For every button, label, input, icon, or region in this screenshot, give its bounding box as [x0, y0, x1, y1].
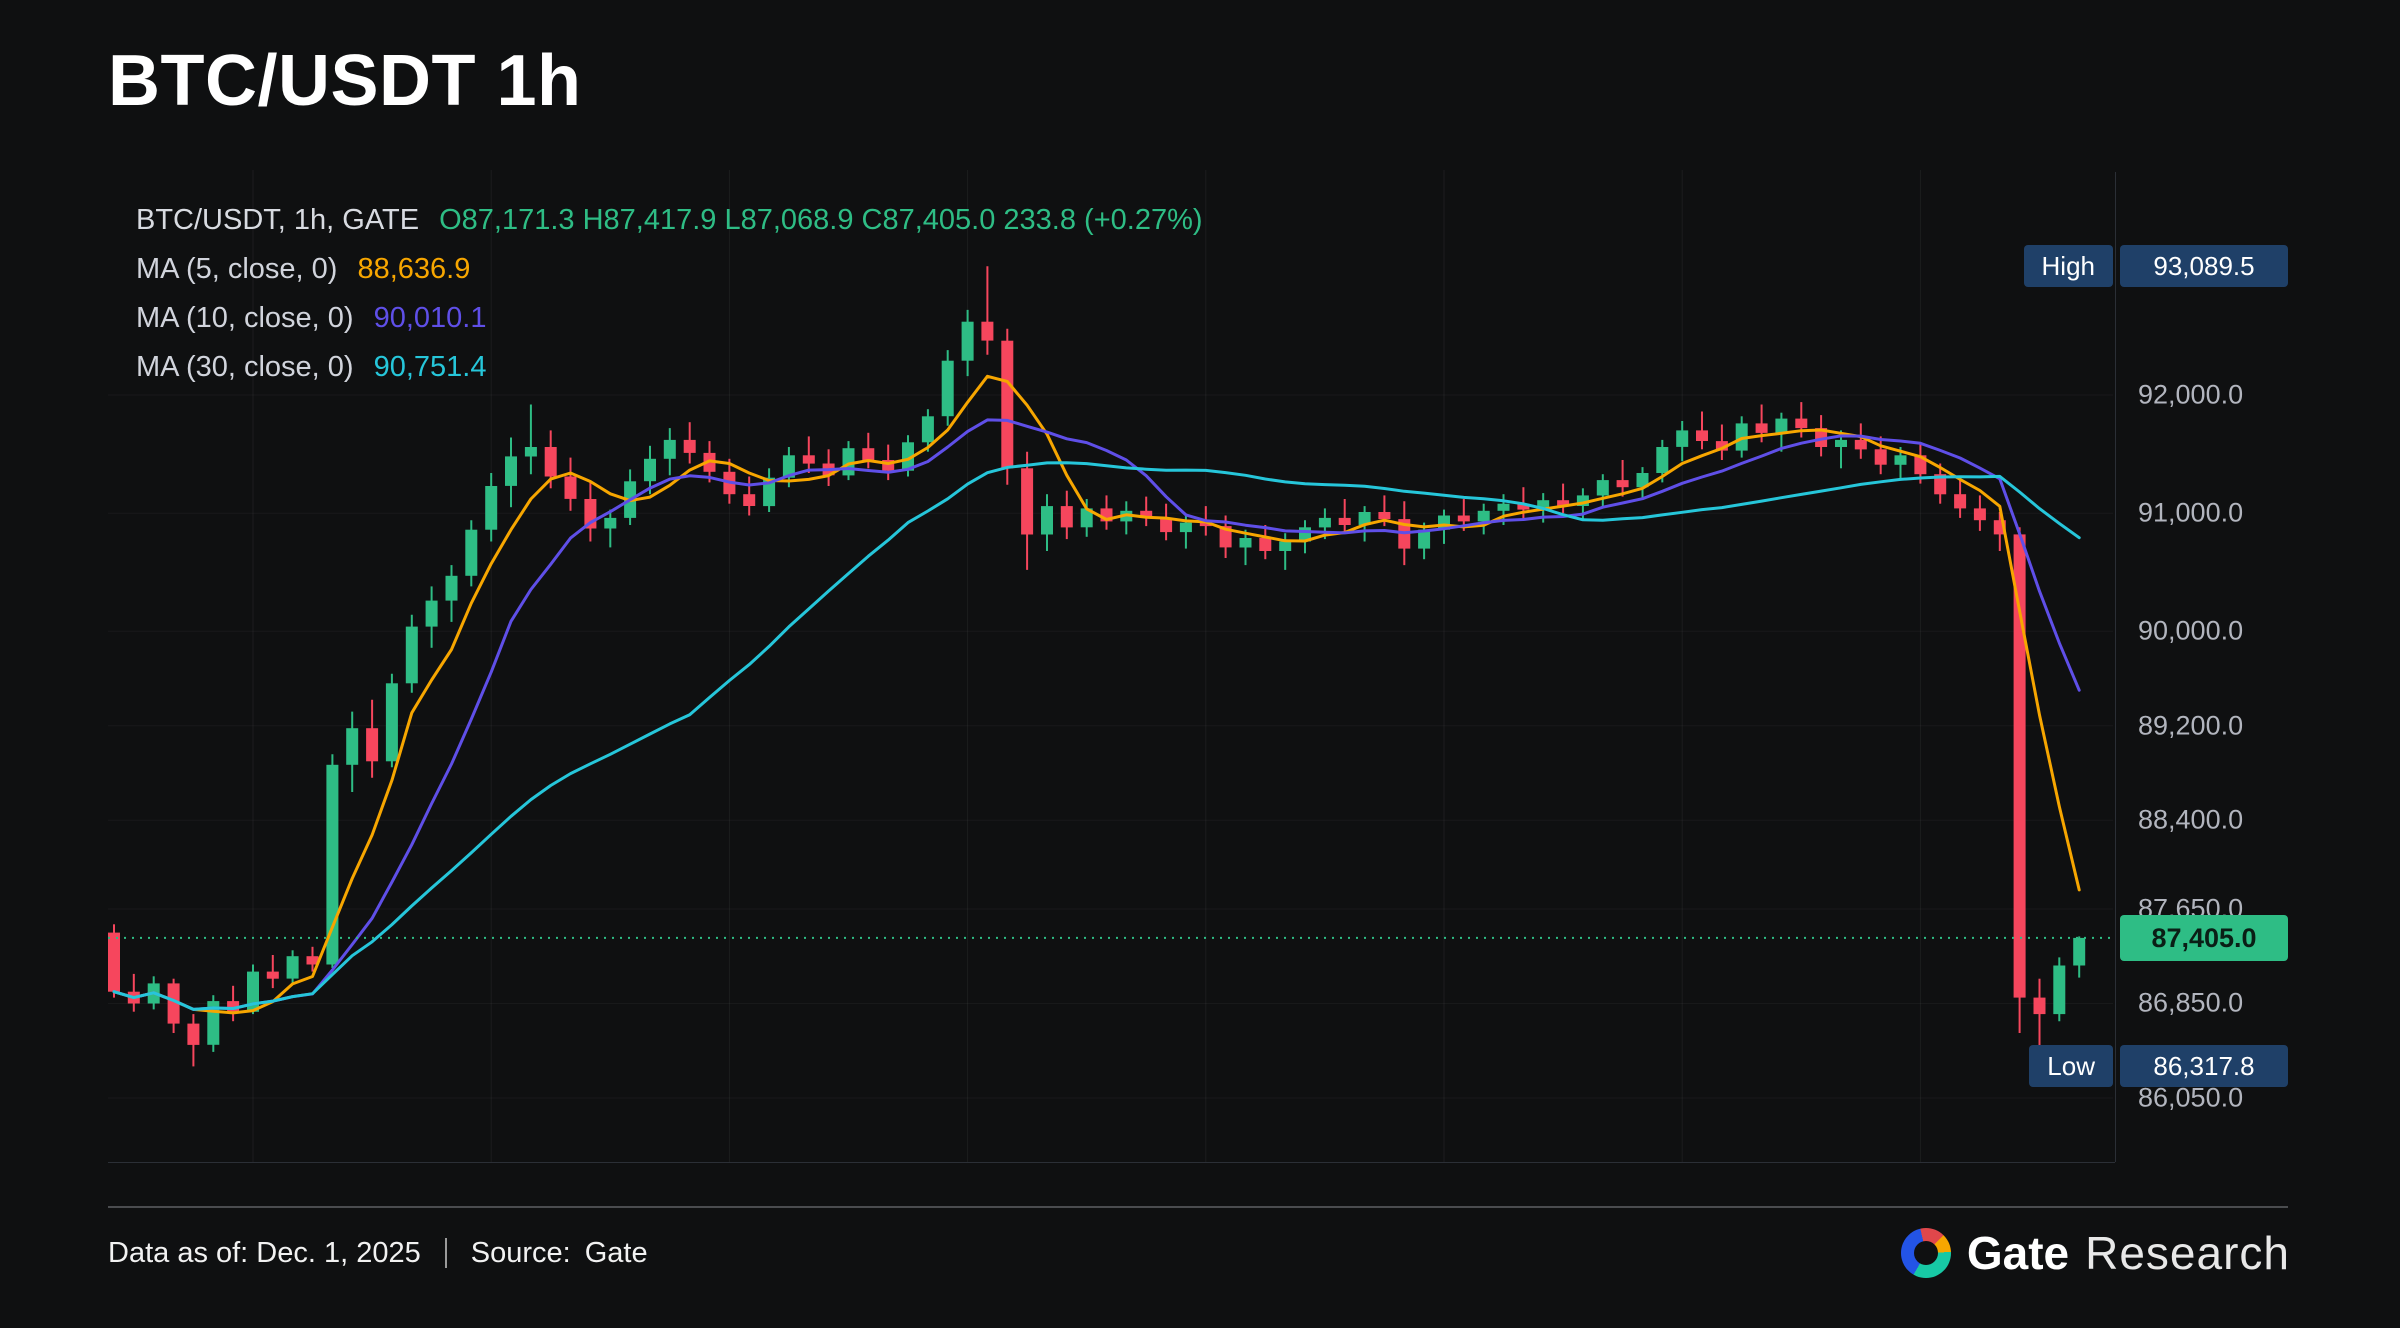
price-axis-line	[2115, 172, 2116, 1162]
footer-separator-bar	[444, 1238, 447, 1268]
ma-legend-30[interactable]: MA (30, close, 0) 90,751.4	[136, 343, 1203, 392]
gate-logo-hole	[1913, 1241, 1938, 1265]
symbol-legend-row[interactable]: BTC/USDT, 1h, GATE O87,171.3 H87,417.9 L…	[136, 196, 1203, 245]
high-axis-label: High	[2023, 245, 2113, 288]
low-axis-value: 86,317.8	[2120, 1045, 2288, 1088]
chart-legend: BTC/USDT, 1h, GATE O87,171.3 H87,417.9 L…	[136, 196, 1203, 392]
ma-30-value: 90,751.4	[373, 351, 487, 383]
low-axis-label: Low	[2029, 1045, 2113, 1088]
plot-bottom-line	[108, 1162, 2115, 1163]
source-label: Source:	[470, 1236, 571, 1269]
ma-10-value: 90,010.1	[373, 302, 487, 334]
symbol-info: BTC/USDT, 1h, GATE	[136, 204, 420, 236]
ma-5-value: 88,636.9	[357, 253, 471, 285]
ma-5-label: MA (5, close, 0)	[136, 253, 338, 285]
footer-divider-line	[108, 1206, 2288, 1208]
high-axis-value: 93,089.5	[2120, 245, 2288, 288]
ma-10-label: MA (10, close, 0)	[136, 302, 354, 334]
data-as-of-text: Data as of: Dec. 1, 2025	[108, 1236, 421, 1269]
brand-logo: Gate Research	[1900, 1226, 2290, 1280]
last-price-badge: 87,405.0	[2120, 914, 2288, 961]
ohlc-values: O87,171.3 H87,417.9 L87,068.9 C87,405.0 …	[439, 204, 1203, 236]
footer: Data as of: Dec. 1, 2025 Source: Gate Ga…	[108, 1224, 2290, 1282]
ma-30-label: MA (30, close, 0)	[136, 351, 354, 383]
gate-logo-icon	[1900, 1228, 1951, 1278]
brand-name: Gate	[1966, 1227, 2070, 1279]
ma-legend-10[interactable]: MA (10, close, 0) 90,010.1	[136, 294, 1203, 343]
source-value: Gate	[584, 1236, 648, 1269]
source-info: Source: Gate	[471, 1237, 648, 1270]
page-title: BTC/USDT 1h	[108, 41, 582, 121]
footer-meta: Data as of: Dec. 1, 2025 Source: Gate	[108, 1237, 648, 1270]
ma-legend-5[interactable]: MA (5, close, 0) 88,636.9	[136, 245, 1203, 294]
brand-suffix: Research	[2085, 1227, 2290, 1279]
